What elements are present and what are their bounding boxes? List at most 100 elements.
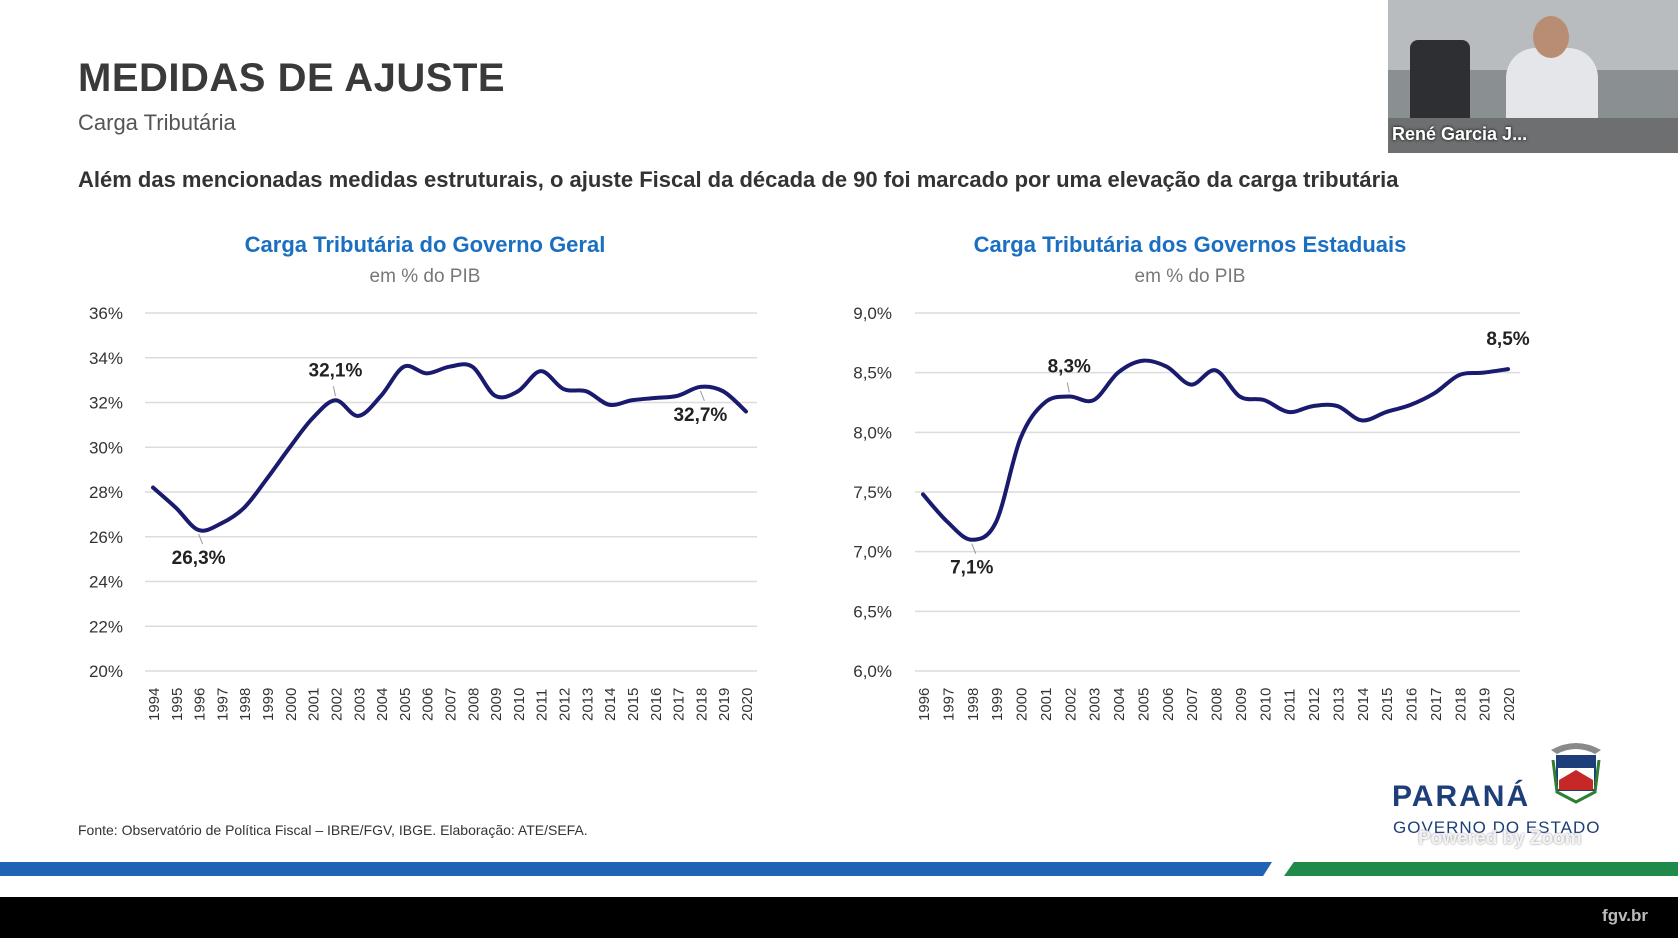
chart2-xtick-label: 2017 <box>1428 688 1445 721</box>
parana-crest-icon <box>1551 743 1601 804</box>
chart1-xtick-label: 1997 <box>214 688 231 721</box>
chart2-xtick-label: 2012 <box>1306 688 1323 721</box>
chart2-xtick-label: 2006 <box>1160 688 1177 721</box>
chart1-data-point <box>676 394 680 398</box>
chart1-annotation-label: 32,1% <box>309 360 363 381</box>
chart1-xtick-label: 2009 <box>488 688 505 721</box>
chart1-ytick-label: 28% <box>89 483 123 502</box>
chart2-ytick-label: 6,5% <box>853 602 892 621</box>
chart1-xtick-label: 2000 <box>283 688 300 721</box>
chart2-data-point <box>1092 398 1096 402</box>
chart2-data-point <box>1214 368 1217 372</box>
chart1-data-point <box>448 365 451 369</box>
chart1-data-point <box>698 385 702 389</box>
chart2-xtick-label: 2003 <box>1087 688 1104 721</box>
chart2-data-point <box>1262 398 1266 402</box>
chart2-annotation-label: 8,3% <box>1048 357 1091 378</box>
chart2-data-point <box>1116 371 1120 375</box>
chart1-xtick-label: 2018 <box>693 688 710 721</box>
chart1-xtick-label: 2010 <box>511 688 528 721</box>
chart2-data-point <box>1067 395 1071 399</box>
chart1-data-point <box>311 416 315 420</box>
chart1-data-point <box>562 387 566 391</box>
chart1-ytick-label: 34% <box>89 349 123 368</box>
chart2-data-point <box>1482 371 1486 375</box>
chart1-data-point <box>493 394 497 398</box>
chart1-ytick-label: 22% <box>89 617 123 636</box>
chart2-xtick-label: 2008 <box>1209 688 1226 721</box>
chart2-data-point <box>1506 367 1510 371</box>
slide-lead-text: Além das mencionadas medidas estruturais… <box>78 167 1399 192</box>
chart2-xtick-label: 2020 <box>1501 688 1518 721</box>
chart2-xtick-label: 1997 <box>940 688 957 721</box>
chart2-title: Carga Tributária dos Governos Estaduais <box>973 232 1407 257</box>
chart2-xtick-label: 1998 <box>965 688 982 721</box>
chart2-data-point <box>945 520 949 524</box>
chart2-annotation-leader <box>971 543 977 554</box>
chart2-data-point <box>994 520 998 524</box>
chart2-data-point <box>1384 410 1388 414</box>
chart2-xtick-label: 2010 <box>1257 688 1274 721</box>
slide-title: MEDIDAS DE AJUSTE <box>78 56 506 100</box>
chart1-xtick-label: 2005 <box>397 688 414 721</box>
chart1-xtick-label: 2001 <box>306 688 323 721</box>
chart2-ytick-label: 7,0% <box>853 543 892 562</box>
chart2-data-point <box>1335 404 1339 408</box>
footer-band-green <box>1284 862 1678 876</box>
chart2-data-point <box>1238 395 1242 399</box>
charts-canvas: 20% 22% 24% 26% 28% 30% 32% 34% 36% 1994 1995 1996 1… <box>89 304 1530 721</box>
chart1-data-point <box>653 396 657 400</box>
chart2-data-point <box>1043 401 1047 404</box>
chart2-data-point <box>1360 418 1364 422</box>
chart1-data-point <box>470 365 474 369</box>
chart2-xtick-label: 2002 <box>1062 688 1079 721</box>
chart2-data-point <box>1409 403 1412 407</box>
chart1-ytick-label: 26% <box>89 528 123 547</box>
video-chair <box>1410 40 1470 130</box>
chart1-data-point <box>744 409 748 413</box>
chart2-xtick-label: 2015 <box>1379 688 1396 721</box>
chart1-xtick-label: 2013 <box>579 688 596 721</box>
chart1-xtick-label: 1994 <box>146 688 163 721</box>
chart2-xtick-label: 2000 <box>1014 688 1031 721</box>
chart1-xtick-label: 2017 <box>671 688 688 721</box>
chart1-xtick-label: 2002 <box>328 688 345 721</box>
chart1-ytick-label: 32% <box>89 394 123 413</box>
chart2-xtick-label: 2001 <box>1038 688 1055 721</box>
chart2-data-point <box>1457 373 1461 377</box>
chart2-data-point <box>1165 365 1169 369</box>
chart2-annotation-label: 7,1% <box>950 558 993 579</box>
chart1-xtick-label: 2003 <box>351 688 368 721</box>
chart1-ytick-label: 30% <box>89 438 123 457</box>
chart2-data-point <box>1433 391 1437 395</box>
chart1-title: Carga Tributária do Governo Geral <box>244 232 606 257</box>
chart2-data-point <box>970 538 974 542</box>
chart1-data-point <box>584 389 588 393</box>
chart2-series-line <box>921 358 1510 542</box>
chart1-xtick-label: 1995 <box>169 688 186 721</box>
chart1-data-point <box>151 486 155 490</box>
chart1-data-point <box>539 369 543 373</box>
footer-band-blue <box>0 862 1272 876</box>
chart2-data-point <box>1287 410 1291 414</box>
video-desk <box>1388 118 1678 153</box>
chart1-data-point <box>516 389 520 393</box>
chart1-xtick-label: 1996 <box>192 688 209 721</box>
chart2-xtick-label: 2005 <box>1135 688 1152 721</box>
participant-video-tile[interactable]: René Garcia J... <box>1388 0 1678 153</box>
chart2-data-point <box>1311 404 1315 408</box>
chart1-annotation-leader <box>198 533 204 545</box>
chart2-data-point <box>1019 436 1022 440</box>
chart1-xtick-label: 2012 <box>557 688 574 721</box>
chart2-xtick-label: 2013 <box>1330 688 1347 721</box>
chart1-data-point <box>356 414 360 418</box>
chart2-xtick-label: 2019 <box>1477 688 1494 721</box>
chart1-ytick-label: 36% <box>89 304 123 323</box>
chart1-xtick-label: 1998 <box>237 688 254 721</box>
chart2-annotation-leader <box>1066 382 1070 393</box>
chart2-ytick-label: 8,5% <box>853 364 892 383</box>
chart1-data-point <box>219 521 223 525</box>
chart1-data-point <box>265 477 269 481</box>
chart1-data-point <box>174 506 178 510</box>
chart2-ytick-label: 8,0% <box>853 423 892 442</box>
